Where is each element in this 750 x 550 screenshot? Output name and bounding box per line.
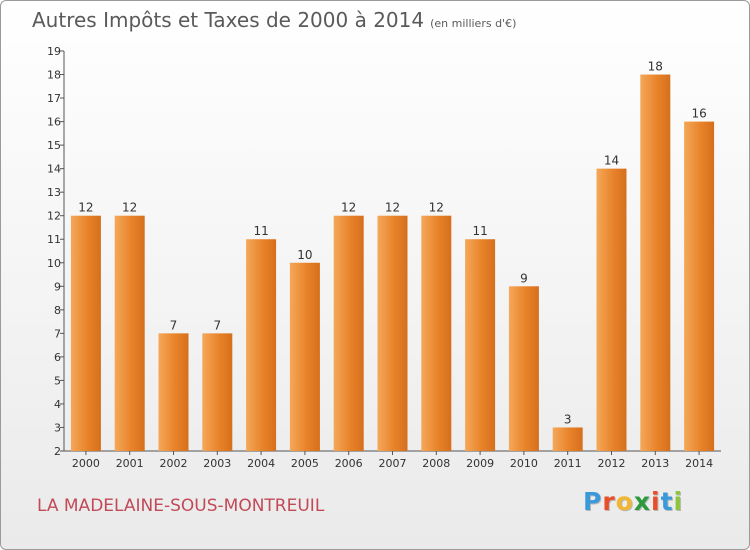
y-tick-label: 5 [54,374,61,387]
logo-letter: x [633,487,651,516]
data-label: 7 [213,318,221,332]
bar [289,262,320,451]
chart-unit: (en milliers d'€) [430,17,517,30]
data-label: 3 [564,412,572,426]
x-tick-label: 2004 [247,457,275,470]
x-tick-label: 2000 [72,457,100,470]
x-tick-label: 2003 [203,457,231,470]
data-label: 12 [429,201,444,215]
x-tick-label: 2002 [160,457,188,470]
y-tick-label: 4 [54,398,61,411]
logo-letter: r [602,487,616,516]
logo-letter: P [583,487,603,516]
data-label: 7 [170,318,178,332]
logo-letter: t [660,487,674,516]
y-tick-label: 14 [47,163,61,176]
y-tick-label: 16 [47,116,61,129]
x-tick-label: 2014 [685,457,713,470]
bar [684,121,715,452]
data-label: 11 [472,224,487,238]
y-tick-label: 17 [47,92,61,105]
proxiti-logo: Proxiti [583,487,683,516]
bar [596,168,627,451]
y-tick-label: 6 [54,351,61,364]
x-tick-label: 2007 [379,457,407,470]
y-tick-label: 19 [47,45,61,58]
x-tick-label: 2006 [335,457,363,470]
data-label: 10 [297,248,312,262]
data-label: 12 [78,201,93,215]
logo-letter: i [651,487,661,516]
y-tick-label: 12 [47,210,61,223]
data-label: 12 [122,201,137,215]
y-tick-label: 2 [54,445,61,458]
y-tick-label: 7 [54,327,61,340]
y-tick-label: 13 [47,186,61,199]
logo-letter: o [615,487,634,516]
x-tick-label: 2005 [291,457,319,470]
y-tick-label: 11 [47,233,61,246]
bar [552,427,583,451]
data-label: 9 [520,271,528,285]
city-name: LA MADELAINE-SOUS-MONTREUIL [37,496,325,516]
bar [158,333,189,451]
chart-title: Autres Impôts et Taxes de 2000 à 2014 (en… [32,8,516,32]
y-tick-label: 15 [47,139,61,152]
bar [333,215,364,451]
x-tick-label: 2010 [510,457,538,470]
y-tick-label: 3 [54,421,61,434]
data-label: 14 [604,154,619,168]
data-label: 16 [691,107,706,121]
logo-letter: i [673,487,684,516]
y-tick-label: 8 [54,304,61,317]
bar [377,215,408,451]
x-tick-label: 2011 [554,457,582,470]
bar [114,215,145,451]
bar [465,239,496,451]
x-tick-label: 2001 [116,457,144,470]
bar [508,286,539,451]
chart-title-text: Autres Impôts et Taxes de 2000 à 2014 [32,8,425,32]
bar [246,239,277,451]
bar [70,215,101,451]
data-label: 18 [648,60,663,74]
y-tick-label: 9 [54,280,61,293]
bar [202,333,233,451]
x-tick-label: 2009 [466,457,494,470]
bar [640,74,671,451]
x-tick-label: 2013 [641,457,669,470]
y-tick-label: 18 [47,69,61,82]
data-label: 12 [341,201,356,215]
bar [421,215,452,451]
x-tick-label: 2008 [422,457,450,470]
x-tick-label: 2012 [598,457,626,470]
y-tick-label: 10 [47,257,61,270]
data-label: 12 [385,201,400,215]
data-label: 11 [253,224,268,238]
